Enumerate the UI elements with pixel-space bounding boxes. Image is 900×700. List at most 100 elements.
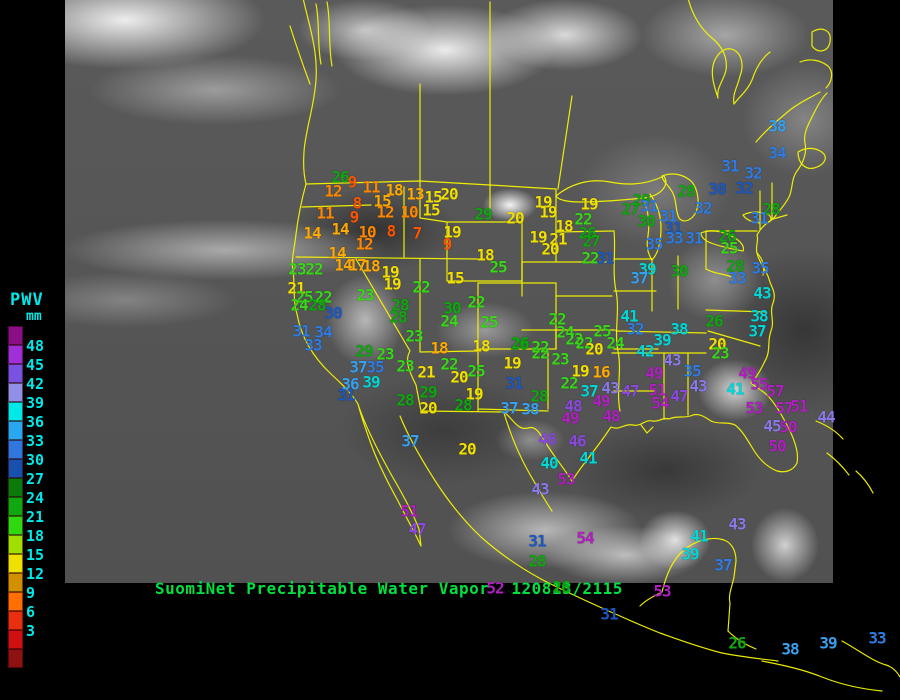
legend-cell: 45	[8, 356, 64, 383]
station-value: 19	[503, 353, 521, 373]
coastline-bc-inlets	[289, 1, 333, 85]
station-value: 26	[578, 223, 596, 243]
legend-cell: 48	[8, 337, 64, 364]
station-value: 30	[443, 298, 461, 318]
station-value: 30	[637, 211, 655, 231]
station-value: 10	[400, 202, 418, 222]
legend-tick-label: 27	[26, 469, 45, 488]
station-value: 57	[775, 398, 793, 418]
station-value: 35	[683, 361, 701, 381]
station-value: 54	[651, 393, 669, 413]
station-value: 18	[362, 256, 380, 276]
station-value: 8	[386, 221, 397, 241]
station-value: 27	[621, 199, 639, 219]
station-value: 22	[412, 277, 430, 297]
legend-swatch	[8, 364, 23, 383]
legend-swatch	[8, 497, 23, 516]
station-value: 28	[396, 390, 414, 410]
legend-cell	[8, 326, 64, 345]
station-value: 32	[735, 178, 753, 198]
station-value: 25	[593, 321, 611, 341]
station-value: 11	[316, 203, 334, 223]
station-value: 19	[571, 361, 589, 381]
legend-tick-label: 30	[26, 450, 45, 469]
legend-units: mm	[26, 309, 42, 324]
station-value: 12	[376, 202, 394, 222]
station-value: 39	[638, 259, 656, 279]
station-value: 22	[467, 292, 485, 312]
station-value: 25	[480, 312, 498, 332]
coastline-west	[291, 0, 359, 405]
chesapeake-bay	[756, 252, 765, 276]
station-value: 51	[790, 396, 808, 416]
legend-swatch	[8, 459, 23, 478]
legend-tick-label: 45	[26, 355, 45, 374]
legend-swatch	[8, 516, 23, 535]
legend-cell: 9	[8, 584, 64, 611]
station-value: 32	[626, 319, 644, 339]
station-value: 23	[396, 356, 414, 376]
station-value: 18	[476, 245, 494, 265]
station-value: 26	[552, 577, 570, 597]
station-value: 57	[766, 381, 784, 401]
long-island	[772, 214, 788, 220]
station-value: 24	[290, 295, 308, 315]
florida-outline	[710, 360, 799, 473]
legend-tick-label: 24	[26, 488, 45, 507]
station-value: 20	[440, 184, 458, 204]
station-value: 20	[541, 239, 559, 259]
legend-cell	[8, 649, 64, 668]
legend-swatch	[8, 554, 23, 573]
legend-swatch	[8, 440, 23, 459]
station-value: 22	[548, 309, 566, 329]
station-value: 41	[726, 379, 744, 399]
station-value: 43	[689, 376, 707, 396]
legend-cell: 36	[8, 413, 64, 440]
lake-ontario	[742, 211, 772, 224]
station-value: 31	[664, 218, 682, 238]
station-value: 47	[621, 381, 639, 401]
station-value: 53	[653, 581, 671, 601]
station-value: 22	[574, 209, 592, 229]
station-value: 14	[328, 243, 346, 263]
station-value: 25	[489, 257, 507, 277]
station-value: 53	[745, 398, 763, 418]
legend-swatch	[8, 573, 23, 592]
station-value: 43	[531, 479, 549, 499]
station-value: 8	[352, 193, 363, 213]
station-value: 37	[401, 431, 419, 451]
station-value: 28	[308, 295, 326, 315]
station-value: 23	[405, 326, 423, 346]
station-value: 43	[663, 350, 681, 370]
station-value: 39	[819, 633, 837, 653]
station-value: 46	[568, 431, 586, 451]
station-value: 19	[465, 384, 483, 404]
station-value: 38	[521, 399, 539, 419]
station-value: 19	[443, 222, 461, 242]
station-value: 21	[287, 278, 305, 298]
satellite-ir-image	[65, 0, 833, 583]
station-value: 14	[334, 255, 352, 275]
station-value: 51	[400, 501, 418, 521]
station-value: 26	[718, 226, 736, 246]
legend-cell: 12	[8, 565, 64, 592]
station-value: 21	[417, 362, 435, 382]
station-value: 52	[486, 578, 504, 598]
station-value: 49	[645, 363, 663, 383]
station-value: 28	[762, 199, 780, 219]
station-value: 28	[389, 307, 407, 327]
legend-tick-label: 21	[26, 507, 45, 526]
canada-province-borders	[419, 1, 573, 190]
station-value: 9	[347, 172, 358, 192]
station-value: 31	[659, 206, 677, 226]
legend-swatch	[8, 592, 23, 611]
hudson-james-bay	[687, 0, 771, 105]
station-value: 20	[585, 339, 603, 359]
station-value: 20	[506, 208, 524, 228]
station-value: 20	[419, 398, 437, 418]
station-value: 22	[305, 259, 323, 279]
station-value: 49	[592, 391, 610, 411]
station-value: 41	[690, 526, 708, 546]
legend-cell: 39	[8, 394, 64, 421]
station-value: 54	[576, 528, 594, 548]
